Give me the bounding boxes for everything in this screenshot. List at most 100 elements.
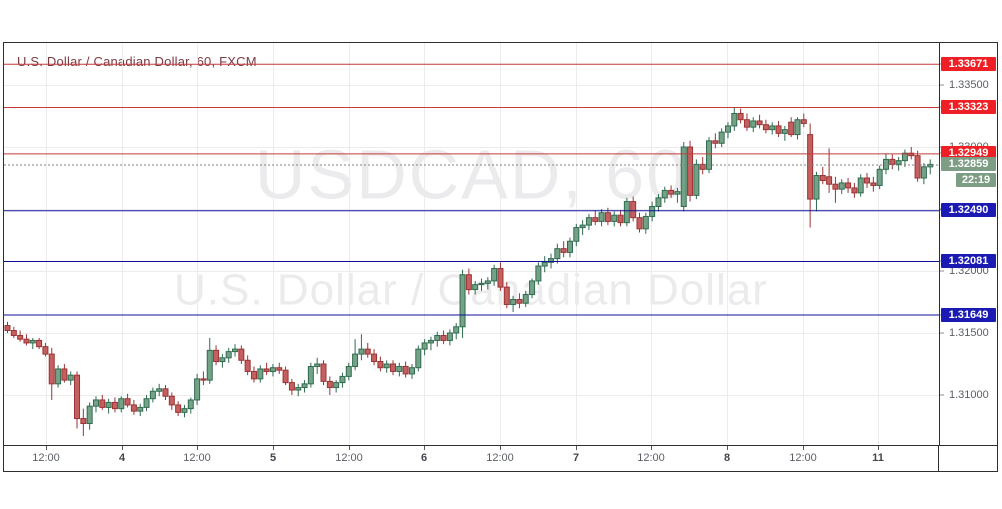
candle-up	[554, 248, 561, 260]
chart-plot-area[interactable]: U.S. Dollar / Canadian Dollar, 60, FXCM …	[4, 43, 939, 445]
candle-down	[699, 163, 706, 170]
price-axis-tick	[940, 84, 944, 86]
price-axis-label: 1.31500	[949, 327, 989, 339]
price-axis-label: 1.31000	[949, 389, 989, 401]
candle-up	[693, 163, 700, 196]
candle-down	[288, 382, 295, 391]
price-axis-tick	[940, 270, 944, 272]
time-axis-label: 11	[872, 452, 884, 464]
candle-down	[213, 349, 220, 363]
candle-up	[143, 398, 150, 408]
candle-up	[510, 299, 517, 305]
price-axis-tick	[940, 332, 944, 334]
candle-up	[478, 282, 485, 286]
candle-down	[516, 299, 523, 304]
candle-up	[655, 197, 662, 208]
candle-down	[819, 175, 826, 181]
candle-up	[86, 405, 93, 425]
candle-up	[257, 368, 264, 380]
time-axis-tick	[197, 446, 198, 450]
candle-down	[668, 189, 675, 195]
candle-down	[99, 399, 106, 408]
time-axis-label: 7	[572, 452, 580, 464]
candle-up	[541, 261, 548, 267]
candle-down	[10, 330, 17, 336]
candle-up	[225, 351, 232, 359]
candle-up	[876, 168, 883, 186]
time-axis-label: 12:00	[486, 452, 514, 464]
candle-up	[434, 334, 441, 341]
candle-down	[851, 187, 858, 194]
candle-up	[611, 214, 618, 222]
candle-up	[750, 120, 757, 128]
candle-up	[421, 342, 428, 350]
candle-up	[472, 284, 479, 291]
time-axis-label: 12:00	[335, 452, 363, 464]
candle-up	[105, 401, 112, 408]
candle-down	[402, 365, 409, 375]
candle-up	[232, 348, 239, 353]
candle-up	[598, 212, 605, 222]
price-badge-resistance: 1.33323	[941, 99, 996, 114]
candle-down	[497, 268, 504, 288]
candle-down	[17, 334, 24, 340]
candle-up	[491, 268, 498, 282]
candle-up	[446, 332, 453, 341]
candle-up	[269, 367, 276, 372]
candle-down	[889, 158, 896, 165]
candle-down	[175, 404, 182, 413]
candle-up	[680, 146, 687, 208]
candle-down	[390, 363, 397, 372]
candle-down	[465, 274, 472, 291]
candle-up	[706, 140, 713, 170]
symbol-title: U.S. Dollar / Canadian Dollar, 60, FXCM	[17, 54, 257, 69]
time-axis-tick	[651, 446, 652, 450]
time-axis-tick	[500, 446, 501, 450]
candlestick-chart[interactable]: USDCAD, 60 U.S. Dollar / Canadian Dollar	[4, 43, 939, 445]
candle-down	[636, 217, 643, 230]
candle-down	[326, 380, 333, 389]
candle-up	[345, 365, 352, 377]
time-axis[interactable]: 12:00 4 12:00 5 12:00 6 12:00 7 12:00 8 12:00 11	[4, 445, 997, 472]
candle-down	[712, 140, 719, 144]
price-axis-tick	[940, 394, 944, 396]
candle-up	[927, 163, 934, 168]
candle-down	[42, 346, 49, 355]
candle-up	[352, 353, 359, 367]
candle-up	[415, 348, 422, 369]
candle-up	[484, 280, 491, 284]
candle-up	[396, 365, 403, 372]
candle-up	[661, 189, 668, 199]
candle-up	[882, 158, 889, 170]
candle-down	[377, 361, 384, 369]
candle-up	[813, 175, 820, 200]
candle-down	[807, 134, 814, 200]
candle-down	[80, 418, 87, 425]
candle-up	[920, 166, 927, 179]
watermark-description: U.S. Dollar / Canadian Dollar	[174, 266, 768, 315]
candle-up	[55, 368, 62, 385]
candle-up	[548, 258, 555, 263]
candle-up	[156, 388, 163, 392]
candle-down	[737, 113, 744, 121]
price-axis-label: 1.33500	[949, 79, 989, 91]
price-axis[interactable]: 1.335001.330001.325001.320001.315001.310…	[939, 43, 997, 445]
price-badge-resistance: 1.33671	[941, 56, 996, 71]
candle-up	[314, 363, 321, 367]
time-axis-label: 4	[118, 452, 126, 464]
candle-down	[826, 176, 833, 185]
candle-up	[206, 349, 213, 381]
candle-down	[440, 334, 447, 341]
candle-down	[168, 395, 175, 406]
time-axis-tick	[349, 446, 350, 450]
candle-down	[604, 212, 611, 222]
candle-down	[592, 217, 599, 222]
countdown-badge: 22:19	[956, 173, 996, 188]
candle-up	[535, 265, 542, 282]
candle-down	[282, 369, 289, 384]
candle-down	[630, 201, 637, 219]
candle-down	[845, 182, 852, 189]
candle-up	[358, 348, 365, 355]
time-axis-label: 12:00	[789, 452, 817, 464]
